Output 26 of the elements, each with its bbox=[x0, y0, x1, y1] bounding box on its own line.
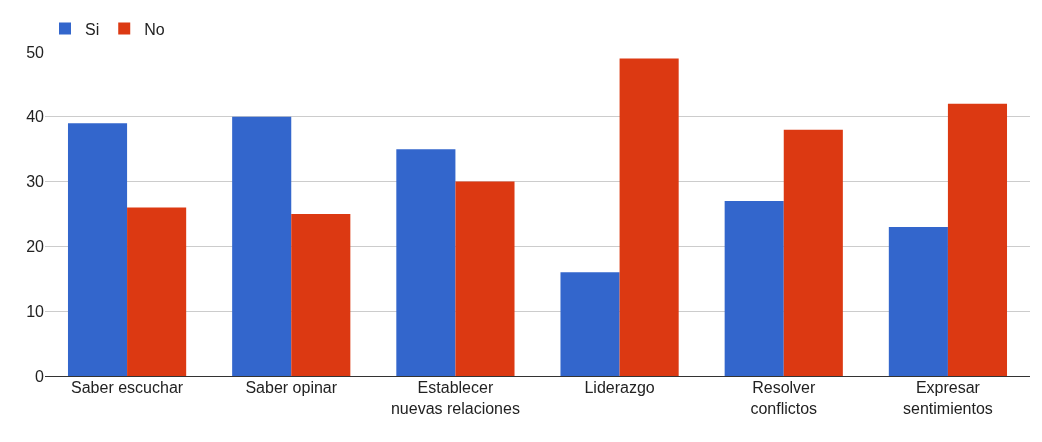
y-tick-label: 40 bbox=[26, 108, 45, 126]
bar bbox=[291, 214, 351, 376]
legend-label: Si bbox=[85, 20, 100, 38]
bar bbox=[67, 123, 128, 376]
bar bbox=[455, 181, 515, 376]
y-tick-label: 30 bbox=[26, 173, 45, 191]
x-tick-label: Expresar sentimientos bbox=[903, 379, 993, 417]
bar bbox=[396, 149, 456, 376]
y-tick-label: 0 bbox=[35, 367, 45, 385]
x-tick-label: Liderazgo bbox=[584, 379, 655, 396]
legend-label: No bbox=[144, 20, 165, 38]
y-tick-label: 20 bbox=[26, 238, 45, 255]
bar bbox=[560, 272, 620, 376]
y-tick-label: 10 bbox=[26, 302, 45, 320]
x-tick-label: Saber escuchar bbox=[71, 379, 184, 396]
bar bbox=[947, 103, 1008, 376]
bar bbox=[888, 226, 948, 376]
bar bbox=[232, 116, 292, 376]
bar bbox=[724, 201, 784, 376]
x-tick-label: Resolver conflictos bbox=[750, 379, 818, 417]
bar bbox=[783, 129, 843, 376]
bar bbox=[619, 58, 679, 376]
x-tick-label: Saber opinar bbox=[245, 379, 338, 396]
x-tick-label: Establecer nuevas relaciones bbox=[390, 379, 520, 417]
y-tick-label: 50 bbox=[26, 43, 45, 61]
bar bbox=[127, 207, 187, 376]
